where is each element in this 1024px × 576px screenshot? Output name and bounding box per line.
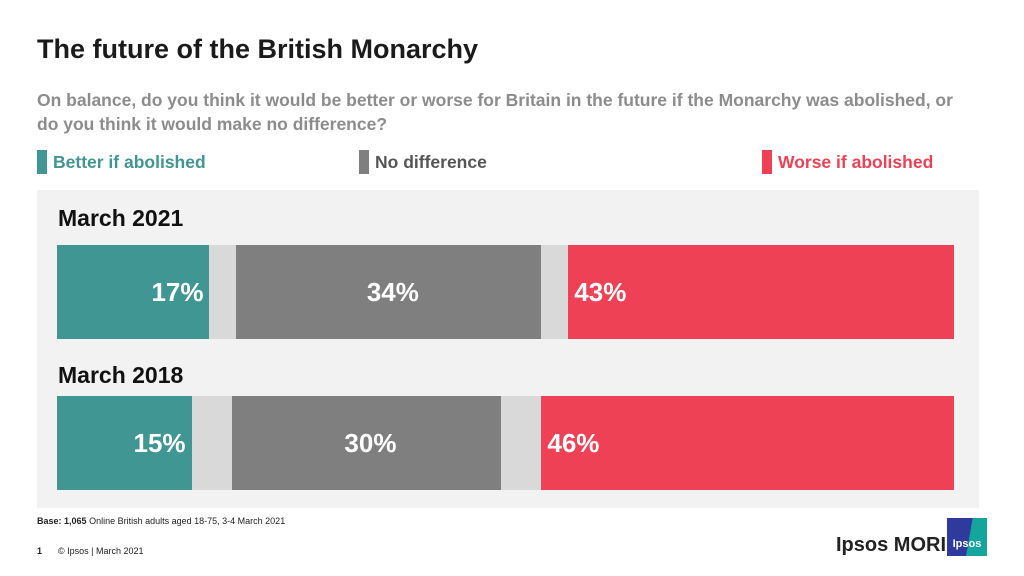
legend-label: No difference bbox=[375, 151, 487, 172]
page-title: The future of the British Monarchy bbox=[37, 34, 479, 64]
legend-better: Better if abolished bbox=[37, 150, 206, 174]
legend-label: Better if abolished bbox=[53, 151, 206, 172]
legend-no-difference: No difference bbox=[359, 150, 487, 174]
bar-worse-if-abolished: 46% bbox=[541, 396, 954, 490]
category-label: March 2021 bbox=[58, 205, 184, 231]
bar-no-difference: 30% bbox=[231, 396, 501, 490]
bar-gap bbox=[191, 396, 232, 490]
data-label: 15% bbox=[133, 428, 186, 458]
legend-swatch bbox=[762, 150, 772, 174]
legend-swatch bbox=[37, 150, 47, 174]
footer: 1 © Ipsos | March 2021 bbox=[37, 546, 144, 556]
base-count: 1,065 bbox=[64, 516, 87, 526]
bar-gap bbox=[209, 245, 237, 339]
legend-label: Worse if abolished bbox=[778, 151, 934, 172]
data-label: 30% bbox=[344, 428, 397, 458]
data-label: 43% bbox=[574, 277, 627, 307]
category-label: March 2018 bbox=[58, 362, 184, 388]
base-note: Base: 1,065 Online British adults aged 1… bbox=[37, 516, 285, 526]
legend-swatch bbox=[359, 150, 369, 174]
page-number: 1 bbox=[37, 546, 43, 556]
ipsos-logo: Ipsos bbox=[947, 518, 987, 556]
brand-name: Ipsos MORI bbox=[836, 534, 947, 556]
copyright: © Ipsos | March 2021 bbox=[58, 546, 144, 556]
legend-worse: Worse if abolished bbox=[762, 150, 933, 174]
question-subtitle: On balance, do you think it would be bet… bbox=[37, 90, 953, 134]
data-label: 17% bbox=[151, 277, 204, 307]
bar-worse-if-abolished: 43% bbox=[568, 245, 954, 339]
bar-no-difference: 34% bbox=[236, 245, 542, 339]
data-label: 46% bbox=[547, 428, 600, 458]
bar-better-if-abolished: 17% bbox=[57, 245, 210, 339]
bar-gap bbox=[541, 245, 569, 339]
bar-better-if-abolished: 15% bbox=[57, 396, 192, 490]
base-label: Base: bbox=[37, 516, 62, 526]
data-label: 34% bbox=[366, 277, 419, 307]
base-text: Online British adults aged 18-75, 3-4 Ma… bbox=[89, 516, 286, 526]
bar-gap bbox=[501, 396, 542, 490]
